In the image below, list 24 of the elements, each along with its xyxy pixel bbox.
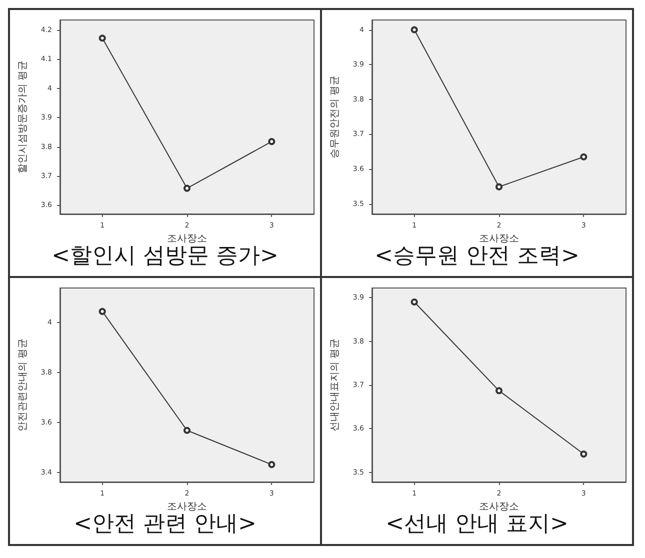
x-axis-title: 조사장소	[479, 502, 519, 512]
point	[98, 308, 106, 315]
y-axis-title: 안전관련안내의 평균	[18, 338, 28, 432]
text: <안전 관련 안내>	[74, 512, 256, 536]
point	[184, 184, 190, 192]
x-axis-title: 조사장소	[167, 502, 207, 512]
point	[496, 183, 502, 190]
x-axis-title: 조사장소	[479, 234, 519, 244]
text: <할인시 섬방문 증가>	[52, 244, 278, 268]
y-axis-title: 선내안내표지의 평균	[330, 338, 340, 432]
point	[98, 34, 106, 42]
point	[580, 450, 588, 458]
point	[580, 153, 588, 160]
x-axis-title: 조사장소	[167, 234, 207, 244]
y-axis-title: 할인시섬방문증가의 평균	[18, 60, 28, 174]
point	[410, 26, 418, 34]
point	[268, 138, 276, 146]
text: <선내 안내 표지>	[386, 512, 568, 536]
point	[496, 387, 502, 394]
point	[268, 461, 276, 468]
point	[410, 298, 418, 306]
y-axis-title: 승무원안전의 평균	[330, 75, 340, 159]
text: <승무원 안전 조력>	[374, 244, 580, 268]
point	[184, 426, 190, 434]
